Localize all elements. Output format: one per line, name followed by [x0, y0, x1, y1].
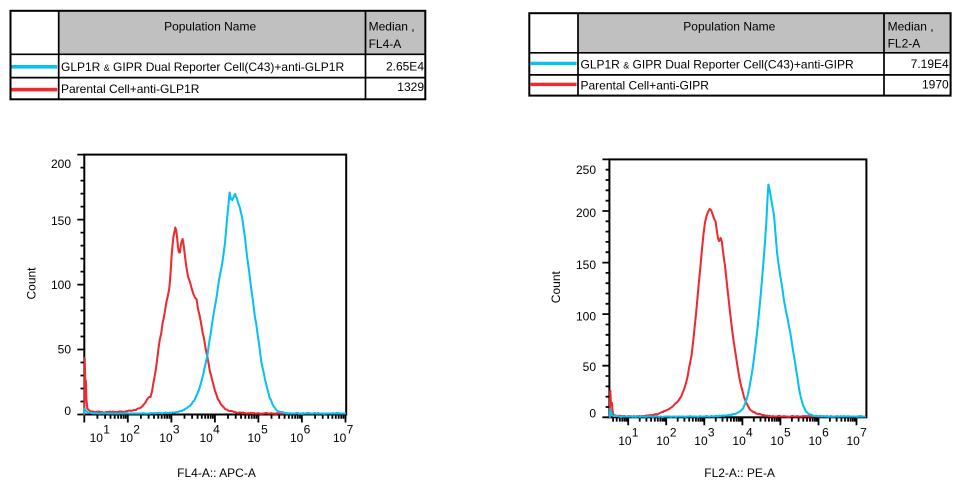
svg-text:10: 10 — [847, 434, 861, 448]
svg-text:10: 10 — [694, 434, 708, 448]
svg-text:5: 5 — [261, 422, 268, 436]
svg-text:1: 1 — [632, 425, 639, 439]
svg-text:0: 0 — [64, 404, 71, 418]
svg-text:FL2-A: FL2-A — [888, 37, 921, 51]
svg-text:Parental Cell+anti-GIPR: Parental Cell+anti-GIPR — [581, 78, 710, 92]
svg-text:4: 4 — [213, 422, 220, 436]
svg-text:Population Name: Population Name — [683, 19, 775, 33]
svg-text:1329: 1329 — [397, 80, 424, 94]
svg-text:3: 3 — [708, 425, 715, 439]
svg-text:10: 10 — [120, 431, 134, 445]
svg-text:2: 2 — [133, 422, 140, 436]
svg-text:50: 50 — [583, 360, 597, 374]
svg-text:10: 10 — [248, 431, 262, 445]
svg-text:7: 7 — [347, 422, 354, 436]
svg-text:GLP1R & GIPR Dual Reporter Cel: GLP1R & GIPR Dual Reporter Cell(C43)+ant… — [581, 57, 854, 71]
svg-text:250: 250 — [576, 163, 596, 177]
svg-text:100: 100 — [51, 278, 71, 292]
svg-text:10: 10 — [770, 434, 784, 448]
svg-text:Count: Count — [549, 271, 563, 304]
svg-text:FL2-A:: PE-A: FL2-A:: PE-A — [704, 466, 775, 480]
svg-text:7.19E4: 7.19E4 — [911, 57, 949, 71]
svg-text:6: 6 — [304, 422, 311, 436]
svg-text:150: 150 — [576, 258, 596, 272]
svg-text:10: 10 — [200, 431, 214, 445]
svg-text:2.65E4: 2.65E4 — [386, 59, 424, 73]
svg-text:Median ,: Median , — [369, 20, 415, 34]
svg-text:10: 10 — [732, 434, 746, 448]
svg-text:5: 5 — [784, 425, 791, 439]
svg-text:Count: Count — [25, 267, 39, 300]
svg-text:7: 7 — [860, 425, 867, 439]
svg-text:10: 10 — [618, 434, 632, 448]
svg-text:10: 10 — [290, 431, 304, 445]
svg-text:GLP1R & GIPR Dual Reporter Cel: GLP1R & GIPR Dual Reporter Cell(C43)+ant… — [61, 60, 344, 74]
svg-text:50: 50 — [58, 343, 72, 357]
svg-text:FL4-A:: APC-A: FL4-A:: APC-A — [177, 466, 256, 480]
svg-text:2: 2 — [670, 425, 677, 439]
svg-text:4: 4 — [746, 425, 753, 439]
svg-text:10: 10 — [656, 434, 670, 448]
svg-text:3: 3 — [173, 422, 180, 436]
svg-text:Parental Cell+anti-GLP1R: Parental Cell+anti-GLP1R — [61, 82, 200, 96]
svg-text:200: 200 — [51, 157, 71, 171]
svg-text:0: 0 — [589, 407, 596, 421]
svg-text:6: 6 — [822, 425, 829, 439]
svg-text:10: 10 — [333, 431, 347, 445]
svg-text:150: 150 — [51, 214, 71, 228]
svg-text:FL4-A: FL4-A — [369, 37, 402, 51]
svg-text:10: 10 — [159, 431, 173, 445]
svg-text:10: 10 — [90, 431, 104, 445]
svg-text:10: 10 — [809, 434, 823, 448]
svg-text:Population Name: Population Name — [164, 20, 256, 34]
svg-text:200: 200 — [576, 206, 596, 220]
svg-text:1970: 1970 — [922, 78, 949, 92]
svg-text:100: 100 — [576, 309, 596, 323]
svg-text:Median ,: Median , — [888, 19, 934, 33]
svg-text:1: 1 — [103, 422, 110, 436]
